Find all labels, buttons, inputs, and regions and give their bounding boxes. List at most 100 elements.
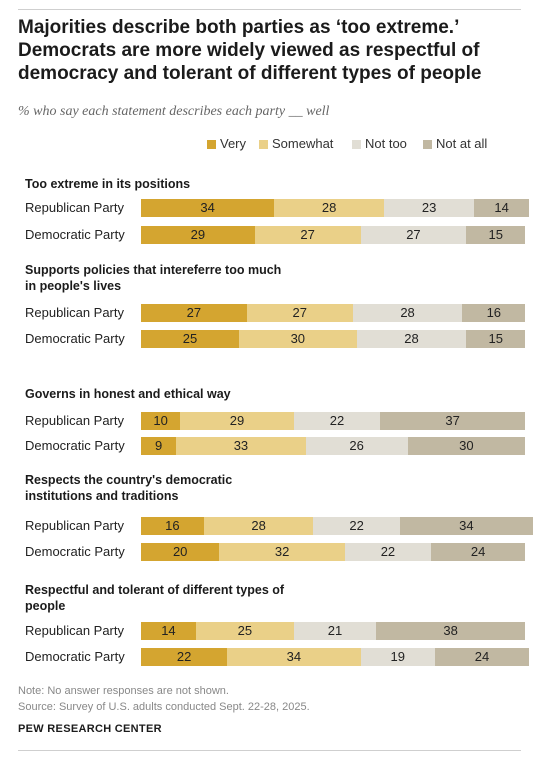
legend-swatch-very: [207, 140, 216, 149]
data-label: 34: [459, 518, 474, 533]
bar-segment-somewhat: [176, 437, 306, 455]
data-label: 33: [233, 438, 249, 453]
bar-segment-not-too: [293, 412, 381, 430]
data-label: 21: [327, 623, 343, 638]
bar-segment-not-too: [293, 622, 377, 640]
bar-segment-not-at-all: [462, 304, 526, 322]
legend-swatch-not-too: [352, 140, 361, 149]
data-label: 14: [494, 200, 509, 215]
data-label: 29: [190, 227, 206, 242]
legend-label-very: Very: [220, 136, 247, 151]
data-label: 22: [176, 649, 192, 664]
data-label: 20: [172, 544, 188, 559]
bar-segment-not-at-all: [474, 199, 530, 217]
bar-segment-somewhat: [195, 622, 294, 640]
data-label: 22: [349, 518, 364, 533]
row-label: Republican Party: [25, 518, 124, 533]
bar-segment-not-at-all: [376, 622, 526, 640]
bar-segment-somewhat: [239, 330, 357, 348]
legend-swatch-not-at-all: [423, 140, 432, 149]
data-label: 26: [349, 438, 364, 453]
bar-segment-very: [141, 543, 220, 561]
data-label: 24: [470, 544, 486, 559]
bar-segment-somewhat: [203, 517, 314, 535]
data-label: 22: [380, 544, 396, 559]
chart-title: Majorities describe both parties as ‘too…: [18, 17, 482, 84]
legend-label-not-at-all: Not at all: [436, 136, 488, 151]
data-label: 15: [488, 331, 503, 346]
bottom-rule: [18, 750, 521, 751]
data-label: 9: [155, 438, 163, 453]
bar-segment-very: [141, 304, 247, 322]
bar-segment-somewhat: [180, 412, 294, 430]
row-label: Democratic Party: [25, 227, 125, 242]
data-label: 28: [400, 305, 415, 320]
bar-segment-not-too: [305, 437, 408, 455]
data-label: 37: [445, 413, 460, 428]
row-label: Republican Party: [25, 200, 124, 215]
data-label: 28: [404, 331, 419, 346]
data-label: 38: [443, 623, 458, 638]
chart-subtitle: % who say each statement describes each …: [18, 104, 330, 119]
panel-title: Respectful and tolerant of different typ…: [25, 583, 285, 613]
data-label: 16: [165, 518, 180, 533]
legend-label-somewhat: Somewhat: [272, 136, 334, 151]
bar-segment-not-too: [360, 648, 435, 666]
data-label: 19: [390, 649, 405, 664]
data-label: 15: [488, 227, 503, 242]
bar-segment-very: [141, 517, 204, 535]
bar-segment-not-at-all: [431, 543, 526, 561]
data-label: 23: [421, 200, 437, 215]
data-label: 28: [251, 518, 266, 533]
row-label: Democratic Party: [25, 649, 125, 664]
top-rule: [18, 9, 521, 10]
data-label: 16: [486, 305, 502, 320]
row-label: Democratic Party: [25, 331, 125, 346]
source-note: Source: Survey of U.S. adults conducted …: [18, 701, 310, 713]
data-label: 34: [286, 649, 302, 664]
bar-segment-not-at-all: [380, 412, 526, 430]
row-label: Democratic Party: [25, 544, 125, 559]
panel-title: Governs in honest and ethical way: [25, 387, 231, 401]
data-label: 27: [406, 227, 421, 242]
bar-segment-not-too: [356, 330, 467, 348]
row-label: Republican Party: [25, 413, 124, 428]
legend-swatch-somewhat: [259, 140, 268, 149]
row-label: Republican Party: [25, 305, 124, 320]
bar-segment-somewhat: [254, 226, 361, 244]
data-label: 27: [292, 305, 307, 320]
bar-segment-not-too: [344, 543, 432, 561]
bar-segment-very: [141, 199, 275, 217]
bar-segment-very: [141, 330, 239, 348]
bar-segment-somewhat: [219, 543, 345, 561]
bar-segment-not-too: [352, 304, 463, 322]
bar-segment-not-too: [384, 199, 475, 217]
data-label: 25: [182, 331, 198, 346]
data-label: 28: [321, 200, 337, 215]
data-label: 24: [474, 649, 490, 664]
bar-segment-not-at-all: [466, 226, 526, 244]
data-label: 27: [300, 227, 315, 242]
row-label: Democratic Party: [25, 438, 125, 453]
row-label: Republican Party: [25, 623, 124, 638]
legend: Very Somewhat Not too Not at all: [0, 136, 539, 152]
legend-label-not-too: Not too: [365, 136, 407, 151]
data-label: 10: [153, 413, 168, 428]
bar-segment-very: [141, 226, 255, 244]
data-label: 30: [459, 438, 474, 453]
bar-segment-not-too: [360, 226, 467, 244]
bar-segment-not-at-all: [399, 517, 533, 535]
bar-segment-not-too: [313, 517, 400, 535]
data-label: 22: [329, 413, 345, 428]
data-label: 30: [290, 331, 306, 346]
bar-segment-not-at-all: [466, 330, 526, 348]
bar-segment-very: [141, 412, 181, 430]
bar-segment-somewhat: [227, 648, 361, 666]
bar-segment-somewhat: [246, 304, 353, 322]
data-label: 27: [186, 305, 202, 320]
data-label: 29: [229, 413, 245, 428]
org-name: PEW RESEARCH CENTER: [18, 723, 162, 735]
footnote: Note: No answer responses are not shown.: [18, 685, 229, 697]
data-label: 14: [161, 623, 176, 638]
panel-title: Supports policies that intereferre too m…: [25, 263, 282, 293]
